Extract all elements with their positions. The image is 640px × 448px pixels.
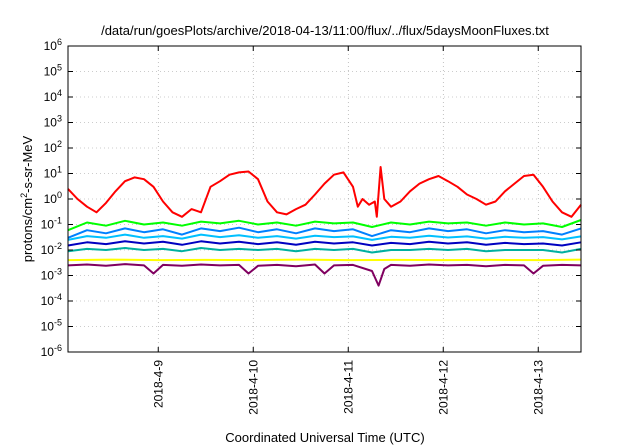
y-tick-label: 100 (44, 190, 62, 206)
y-tick-label: 102 (44, 139, 62, 155)
y-axis-label: protons/cm2-s-sr-MeV (19, 135, 35, 262)
y-tick-label: 101 (44, 165, 62, 181)
y-axis-label-post: -s-sr-MeV (20, 135, 35, 192)
x-tick-label: 2018-4-10 (246, 360, 260, 415)
y-axis-label-pre: protons/cm (20, 198, 35, 262)
y-tick-label: 10-4 (41, 292, 62, 308)
series-line-5 (67, 247, 582, 254)
y-tick-label: 10-1 (41, 216, 62, 232)
y-axis-ticks: 106 105 104 103 102 101 100 10-1 10-2 10-3 10-4 10-… (41, 37, 581, 359)
series-line-1 (67, 219, 582, 232)
series-line-0 (67, 166, 582, 218)
series-line-7 (67, 263, 582, 287)
x-tick-label: 2018-4-12 (436, 360, 450, 415)
series-line-4 (67, 240, 582, 247)
series-line-2 (67, 226, 582, 239)
chart-title: /data/run/goesPlots/archive/2018-04-13/1… (101, 23, 549, 38)
x-tick-label: 2018-4-11 (341, 360, 355, 414)
y-axis-label-sup: 2 (19, 193, 29, 198)
y-tick-label: 105 (44, 63, 62, 79)
y-tick-label: 106 (44, 37, 62, 53)
series-line-6 (67, 258, 582, 262)
y-tick-label: 10-3 (41, 267, 62, 283)
grid (68, 46, 581, 352)
x-tick-label: 2018-4-13 (531, 360, 545, 415)
y-tick-label: 10-2 (41, 241, 62, 257)
series-group (67, 166, 582, 287)
x-tick-label: 2018-4-9 (151, 360, 165, 408)
y-tick-label: 10-6 (41, 343, 62, 359)
x-axis-ticks: 2018-4-9 2018-4-10 2018-4-11 2018-4-12 2018-… (151, 46, 545, 415)
y-tick-label: 103 (44, 114, 62, 130)
y-tick-label: 104 (44, 88, 62, 104)
series-line-3 (67, 233, 582, 241)
y-tick-label: 10-5 (41, 318, 62, 334)
x-axis-label: Coordinated Universal Time (UTC) (225, 430, 424, 445)
